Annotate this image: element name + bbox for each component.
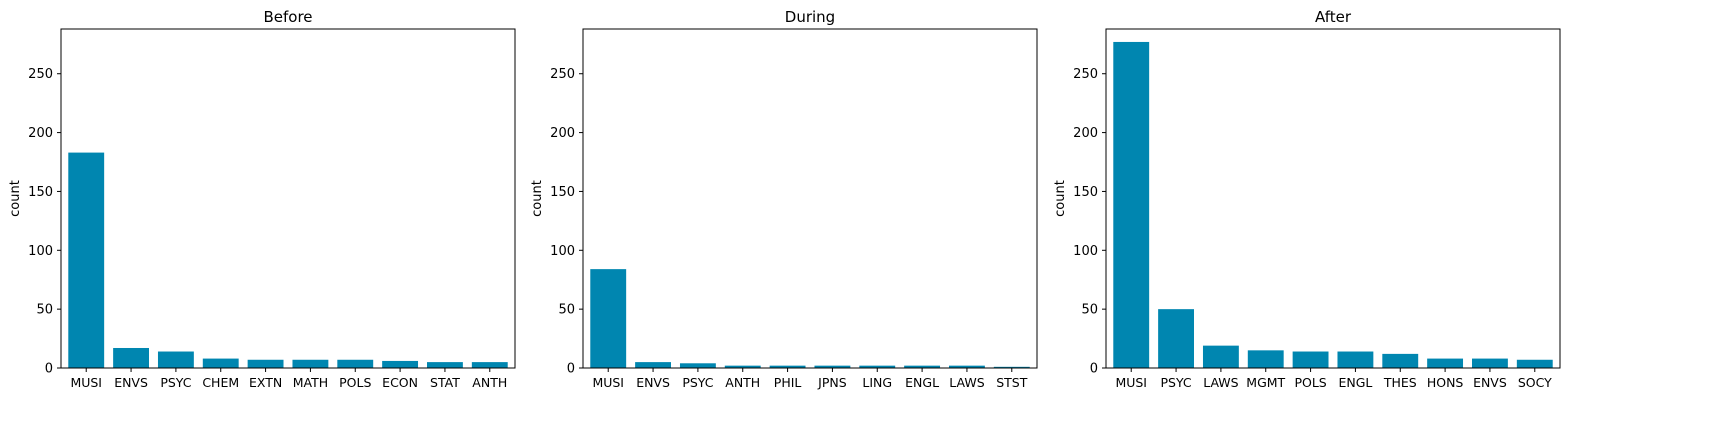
- y-tick-label: 250: [1073, 67, 1098, 82]
- chart-panel-2: 0 50 100 150 200 250 MUSI ENVS PSYC ANTH PHIL JPNS L…: [530, 8, 1038, 390]
- x-tick-label: HONS: [1427, 375, 1464, 390]
- x-tick-label: LAWS: [1203, 375, 1238, 390]
- x-tick-label: PSYC: [160, 375, 191, 390]
- x-tick-label: ANTH: [725, 375, 760, 390]
- x-tick-label: MATH: [293, 375, 328, 390]
- x-tick-label: POLS: [1294, 375, 1326, 390]
- x-tick-label: ECON: [382, 375, 418, 390]
- x-tick-label: MUSI: [70, 375, 102, 390]
- y-tick-label: 50: [558, 303, 575, 318]
- y-tick-label: 100: [1073, 244, 1098, 259]
- y-axis-label: count: [530, 180, 545, 217]
- bar-psyc: [157, 351, 194, 368]
- bar-chem: [202, 358, 239, 368]
- y-tick-label: 150: [28, 185, 53, 200]
- y-tick-label: 50: [36, 303, 53, 318]
- x-tick-label: ENVS: [636, 375, 670, 390]
- y-tick-label: 0: [567, 362, 575, 377]
- bar-stat: [427, 362, 463, 368]
- bar-pols: [1292, 351, 1329, 368]
- x-tick-label: ENVS: [1473, 375, 1507, 390]
- bar-musi: [590, 269, 627, 369]
- x-tick-label: PSYC: [682, 375, 713, 390]
- bar-phil: [769, 365, 806, 368]
- y-tick-label: 250: [28, 67, 53, 82]
- x-tick-label: JPNS: [817, 375, 847, 390]
- bar-musi: [1113, 41, 1150, 368]
- x-tick-label: LING: [862, 375, 892, 390]
- x-tick-label: THES: [1383, 375, 1417, 390]
- bar-econ: [382, 360, 419, 368]
- bar-engl: [904, 365, 941, 368]
- bar-anth: [471, 362, 508, 368]
- bar-thes: [1382, 353, 1419, 369]
- x-tick-label: ENGL: [905, 375, 939, 390]
- y-tick-label: 0: [1090, 362, 1098, 377]
- chart-panel-1: 0 50 100 150 200 250 MUSI ENVS PSYC CHEM EXTN MATH P…: [8, 8, 516, 390]
- bar-stst: [993, 366, 1030, 368]
- y-tick-label: 0: [45, 362, 53, 377]
- bar-mgmt: [1247, 350, 1284, 368]
- x-tick-label: MGMT: [1246, 375, 1285, 390]
- bar-pols: [337, 359, 374, 368]
- plot-frame: [60, 28, 516, 369]
- chart-title: During: [785, 8, 835, 26]
- chart-title: After: [1315, 8, 1352, 26]
- bar-psyc: [1158, 309, 1194, 368]
- y-tick-label: 150: [550, 185, 575, 200]
- y-tick-label: 100: [550, 244, 575, 259]
- bar-engl: [1337, 351, 1374, 368]
- chart-panel-3: 0 50 100 150 200 250 MUSI PSYC LAWS MGMT POLS ENGL T…: [1053, 8, 1561, 390]
- x-tick-label: ENVS: [114, 375, 148, 390]
- bar-ling: [859, 365, 896, 368]
- y-tick-label: 200: [550, 126, 575, 141]
- x-tick-label: MUSI: [1115, 375, 1147, 390]
- bar-laws: [949, 365, 985, 368]
- x-tick-label: LAWS: [949, 375, 984, 390]
- y-axis-label: count: [1053, 180, 1068, 217]
- bar-laws: [1202, 345, 1239, 368]
- x-tick-label: STST: [996, 375, 1028, 390]
- x-tick-label: POLS: [339, 375, 371, 390]
- bar-envs: [113, 347, 149, 368]
- x-tick-label: ANTH: [472, 375, 507, 390]
- plot-frame: [1105, 28, 1561, 369]
- bar-socy: [1516, 359, 1553, 368]
- y-tick-label: 200: [28, 126, 53, 141]
- x-tick-label: CHEM: [202, 375, 239, 390]
- bar-jpns: [814, 365, 851, 368]
- x-tick-label: MUSI: [592, 375, 624, 390]
- x-tick-label: SOCY: [1518, 375, 1552, 390]
- x-tick-label: EXTN: [249, 375, 282, 390]
- bar-envs: [635, 362, 671, 368]
- plot-frame: [582, 28, 1038, 369]
- y-tick-label: 150: [1073, 185, 1098, 200]
- bar-hons: [1427, 358, 1464, 368]
- x-tick-label: PHIL: [774, 375, 802, 390]
- x-tick-label: PSYC: [1160, 375, 1191, 390]
- bar-extn: [247, 359, 284, 368]
- y-tick-label: 100: [28, 244, 53, 259]
- bar-psyc: [679, 363, 716, 368]
- x-tick-label: ENGL: [1338, 375, 1372, 390]
- bar-math: [292, 359, 329, 368]
- bar-envs: [1472, 358, 1508, 368]
- y-tick-label: 200: [1073, 126, 1098, 141]
- bar-musi: [68, 152, 105, 368]
- y-tick-label: 250: [550, 67, 575, 82]
- x-tick-label: STAT: [430, 375, 460, 390]
- chart-title: Before: [263, 8, 312, 26]
- y-tick-label: 50: [1081, 303, 1098, 318]
- y-axis-label: count: [8, 180, 23, 217]
- bar-anth: [724, 365, 761, 368]
